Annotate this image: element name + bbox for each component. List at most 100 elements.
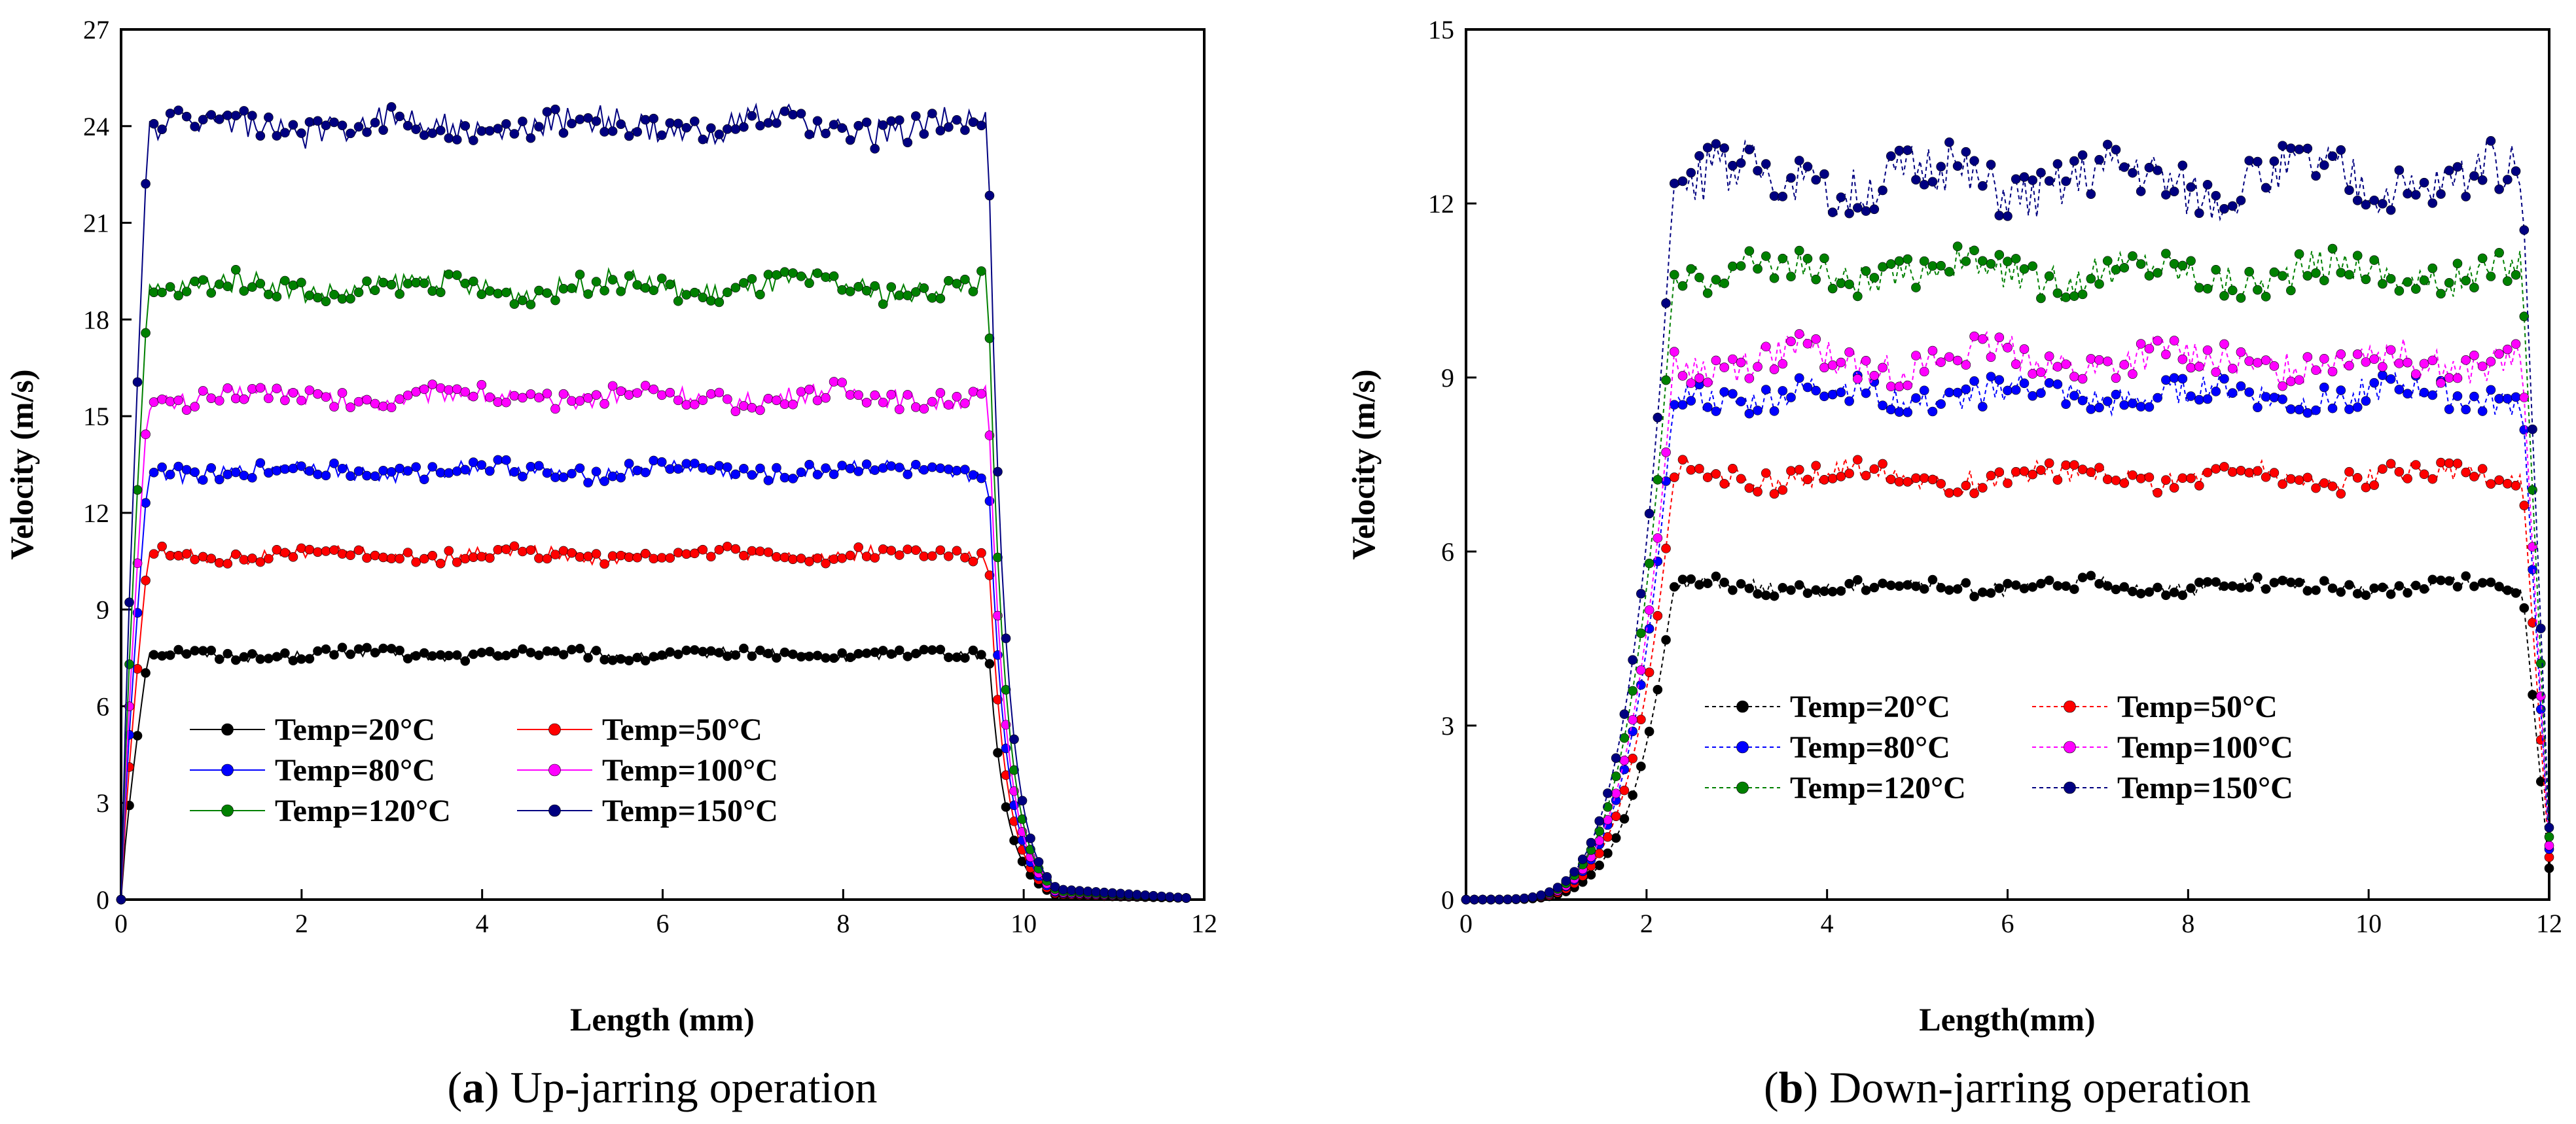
data-point (1728, 389, 1738, 399)
data-point (1577, 854, 1588, 864)
data-point (837, 648, 847, 658)
data-point (952, 279, 962, 289)
data-point (346, 471, 355, 481)
data-point (2102, 581, 2113, 591)
data-point (280, 648, 290, 658)
data-point (2278, 395, 2287, 404)
data-point (386, 466, 397, 477)
data-point (779, 267, 790, 277)
data-point (427, 379, 438, 389)
data-point (132, 377, 143, 387)
data-point (427, 651, 438, 661)
data-point (763, 394, 774, 404)
data-point (2386, 589, 2396, 599)
data-point (1961, 360, 1971, 370)
data-point (673, 118, 683, 129)
data-point (1969, 591, 1979, 602)
data-point (911, 545, 921, 555)
data-point (370, 550, 380, 561)
data-point (2494, 247, 2504, 258)
data-point (772, 270, 781, 280)
y-tick-label: 9 (1441, 363, 1454, 393)
data-point (1611, 833, 1621, 843)
data-point (2269, 267, 2280, 277)
data-point (2494, 184, 2504, 194)
data-point (2069, 460, 2079, 470)
data-point (2278, 271, 2287, 281)
data-point (239, 652, 249, 662)
data-point (1603, 832, 1613, 842)
data-point (1569, 867, 1579, 877)
data-point (1001, 770, 1011, 781)
data-point (927, 645, 937, 655)
data-point (206, 393, 217, 403)
data-point (607, 381, 618, 391)
data-point (591, 277, 601, 287)
data-point (730, 406, 741, 416)
data-point (1919, 385, 1929, 396)
series-temp-80-c (1461, 370, 2554, 905)
data-point (2411, 460, 2421, 470)
data-point (550, 295, 560, 306)
data-point (2044, 575, 2054, 586)
data-point (296, 277, 306, 288)
data-point (903, 544, 913, 554)
data-point (329, 290, 339, 300)
data-point (2044, 176, 2054, 186)
data-point (2003, 478, 2012, 488)
data-point (2469, 472, 2479, 482)
data-point (723, 651, 732, 661)
data-point (526, 545, 536, 555)
data-point (870, 390, 880, 400)
legend-marker (221, 723, 234, 736)
data-point (181, 649, 192, 659)
data-point (558, 128, 569, 138)
data-point (149, 549, 159, 559)
data-point (607, 126, 618, 136)
data-point (2136, 589, 2146, 599)
data-point (763, 118, 774, 128)
data-point (2111, 145, 2121, 155)
y-tick-label: 6 (96, 692, 109, 721)
data-point (2535, 658, 2546, 669)
data-point (2411, 369, 2421, 379)
data-point (1894, 256, 1905, 266)
data-point (952, 114, 962, 125)
data-point (690, 645, 700, 655)
legend-label: Temp=20°C (1790, 690, 1950, 724)
data-point (2036, 578, 2046, 589)
data-point (2111, 584, 2121, 595)
data-point (230, 549, 241, 559)
data-point (2019, 172, 2030, 182)
y-axis-title: Velocity (m/s) (1345, 369, 1382, 559)
data-point (1669, 270, 1679, 280)
series-layer (116, 102, 1191, 905)
data-point (1819, 169, 1829, 179)
data-point (534, 285, 544, 296)
data-point (223, 469, 233, 480)
data-point (1944, 488, 1954, 498)
data-point (1927, 345, 1938, 356)
data-point (1677, 281, 1688, 291)
data-point (2444, 277, 2454, 288)
legend-item: Temp=20°C (1705, 690, 1950, 724)
data-point (2503, 344, 2513, 355)
data-point (1827, 474, 1838, 483)
data-point (313, 469, 323, 480)
data-point (1628, 790, 1637, 800)
data-point (2369, 354, 2379, 364)
data-point (1827, 360, 1838, 370)
data-point (321, 120, 331, 130)
data-point (1619, 733, 1630, 743)
data-point (2394, 286, 2405, 296)
data-point (2003, 385, 2012, 396)
data-point (976, 650, 986, 659)
data-point (411, 557, 421, 567)
data-point (1794, 373, 1804, 383)
data-point (181, 405, 192, 415)
data-point (2177, 374, 2188, 384)
data-point (2503, 585, 2513, 595)
data-point (739, 464, 749, 474)
data-point (1677, 176, 1688, 186)
data-point (681, 549, 692, 559)
